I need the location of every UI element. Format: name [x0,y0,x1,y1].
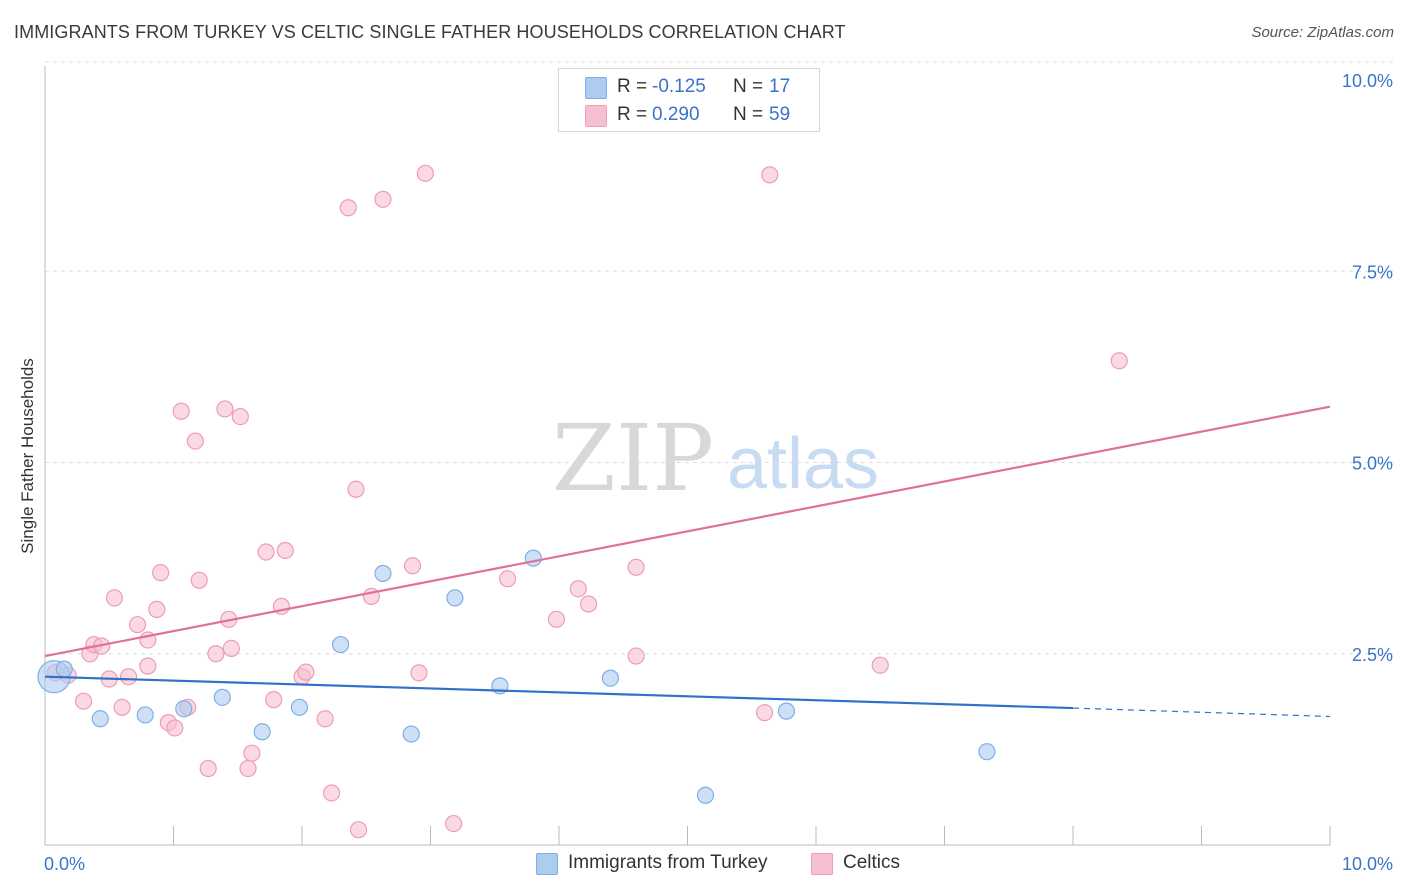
r-label: R = [617,76,648,97]
celtics-point [257,543,275,561]
celtics-point [148,600,166,618]
celtics-point [222,639,240,657]
celtics-point [410,664,428,682]
turkey-point [601,669,620,687]
watermark-zip: ZIP [552,405,714,512]
x-tick-label: 0.0% [44,854,85,874]
turkey-point [55,660,73,678]
turkey-point [524,549,542,567]
celtics-point [128,616,147,634]
celtics-point [316,710,334,728]
celtics-point [349,821,368,839]
turkey-point [446,589,464,607]
n-label: N = [733,76,764,97]
stats-row-celtics: R = 0.290 N = 59 [559,101,819,129]
celtics-point [119,668,138,686]
y-tick-label: 2.5% [1352,645,1393,665]
legend-label: Immigrants from Turkey [568,852,768,873]
celtics-point [243,744,261,762]
celtics-point [627,558,645,576]
turkey-point [696,786,715,804]
turkey-point [331,635,350,654]
y-tick-label: 10.0% [1342,71,1393,91]
celtics-point [207,645,225,663]
celtics-point [276,541,294,560]
watermark: ZIP atlas [552,405,879,512]
celtics-point [105,589,123,607]
trend-lines [44,405,1331,718]
legend-label: Celtics [843,852,901,873]
celtics-point [74,692,93,710]
y-tick-label: 5.0% [1352,454,1393,474]
celtics-point [761,166,779,184]
celtics-trend-line [44,405,1331,658]
celtics-point [499,570,517,588]
celtics-point [186,432,204,450]
source-label: Source: ZipAtlas.com [1251,24,1394,41]
celtics-point [403,557,422,575]
turkey-point [136,706,154,724]
turkey-point [978,743,996,761]
celtics-swatch [585,105,607,127]
celtics-point [265,691,283,709]
x-tick-label: 10.0% [1342,854,1393,874]
stats-row-turkey: R = -0.125 N = 17 [559,73,819,101]
celtics-point [374,190,392,208]
celtics-point [199,759,217,778]
turkey-trend-line [44,675,1074,710]
watermark-atlas: atlas [727,424,879,504]
turkey-point [290,698,309,716]
turkey-point [175,700,193,718]
axes [44,66,1331,846]
celtics-point [627,647,645,665]
celtics-point [172,402,190,420]
y-tick-label: 7.5% [1352,262,1393,282]
celtics-point [569,580,587,598]
turkey-point [777,702,796,720]
grid-lines [45,61,1393,655]
stats-box: R = -0.125 N = 17 R = 0.290 N = 59 [558,68,820,132]
turkey-point [374,564,392,583]
n-value: 59 [769,104,791,125]
celtics-point [190,571,208,589]
turkey-swatch [585,77,607,99]
celtics-point [139,657,157,675]
celtics-point [239,759,257,778]
turkey-legend-swatch [536,853,558,875]
n-value: 17 [769,76,791,97]
celtics-point [297,663,315,681]
celtics-point [347,480,365,498]
turkey-point [91,710,109,728]
celtics-point [152,564,170,582]
r-value: -0.125 [652,76,706,97]
chart-title: IMMIGRANTS FROM TURKEY VS CELTIC SINGLE … [14,22,846,42]
celtics-point [339,199,357,217]
celtics-point [547,610,566,628]
celtics-point [166,719,184,737]
turkey-point [213,688,231,706]
celtics-point [216,400,234,418]
tick-labels: 2.5% 5.0% 7.5% 10.0% 0.0% 10.0% [44,71,1393,874]
turkey-trend-extension [1072,707,1331,718]
turkey-points [37,549,996,804]
celtics-legend-swatch [811,853,833,875]
n-label: N = [733,104,764,125]
celtics-point [445,814,463,833]
celtics-point [755,704,774,722]
celtics-point [231,408,249,426]
celtics-point [579,595,598,613]
celtics-point [416,164,434,182]
turkey-point [253,723,271,741]
celtics-point [1110,352,1128,370]
celtics-point [113,698,131,716]
r-label: R = [617,104,648,125]
r-value: 0.290 [652,104,700,125]
turkey-point [402,725,420,743]
y-axis-label: Single Father Households [18,358,37,554]
celtics-point [871,656,889,674]
celtics-point [322,784,341,802]
